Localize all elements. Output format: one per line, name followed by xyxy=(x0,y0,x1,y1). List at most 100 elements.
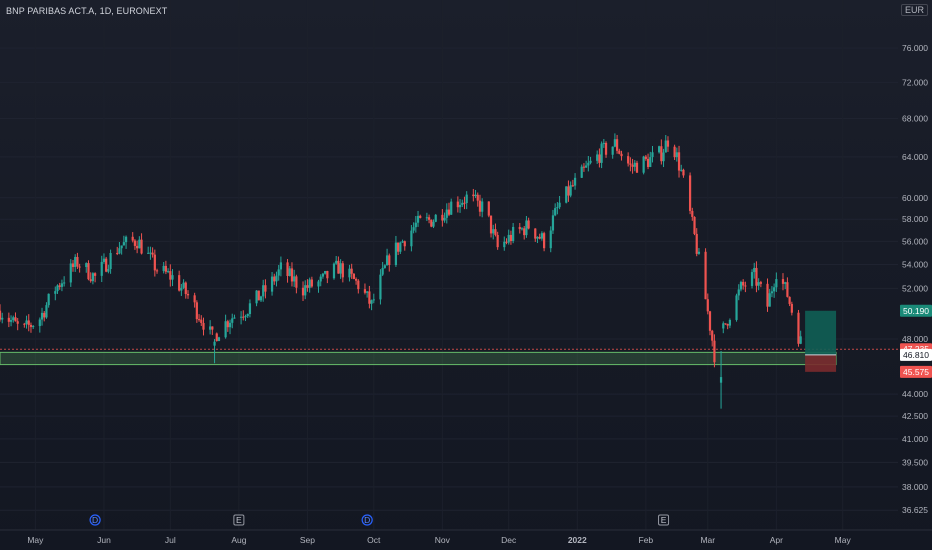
symbol-title[interactable]: BNP PARIBAS ACT.A, 1D, EURONEXT xyxy=(6,6,168,16)
candle-body xyxy=(509,234,513,241)
time-axis: May Jun Jul Aug Sep Oct Nov Dec 2022 Feb Mar Apr May xyxy=(27,535,851,545)
earnings-icon xyxy=(233,514,245,526)
candle-body xyxy=(58,285,61,287)
candle xyxy=(202,317,205,336)
candle-body xyxy=(379,274,382,300)
candle xyxy=(602,138,605,148)
candle xyxy=(38,317,41,333)
candle-body xyxy=(403,241,406,247)
candle xyxy=(797,309,800,347)
candle-body xyxy=(728,319,732,326)
candle xyxy=(213,339,216,364)
x-tick-label: Jun xyxy=(97,535,111,545)
candle-body xyxy=(540,233,544,239)
candle-body xyxy=(463,202,466,204)
candle-body xyxy=(719,377,723,383)
candle xyxy=(162,262,165,274)
candle-body xyxy=(711,330,714,341)
currency-label[interactable]: EUR xyxy=(900,4,928,16)
candle xyxy=(209,320,212,335)
candle-body xyxy=(7,317,10,322)
candle-body xyxy=(335,260,338,264)
candle xyxy=(781,273,785,291)
candle xyxy=(472,188,475,202)
candle xyxy=(775,272,778,292)
candle-body xyxy=(301,287,305,296)
candle xyxy=(458,198,462,213)
candle-body xyxy=(321,273,325,277)
candle-body xyxy=(600,143,603,163)
candle-body xyxy=(646,158,650,167)
candle xyxy=(304,280,307,300)
candle-body xyxy=(217,337,221,342)
candle xyxy=(370,299,373,311)
candle-body xyxy=(197,319,201,321)
candle-body xyxy=(737,289,740,296)
candle-body xyxy=(697,251,701,254)
candle xyxy=(476,192,479,207)
candle-body xyxy=(613,139,616,147)
candle xyxy=(89,272,92,283)
candle xyxy=(660,139,663,165)
candle-body xyxy=(54,291,57,294)
event-marker: D xyxy=(89,514,101,526)
candle xyxy=(633,159,636,172)
price-tag-label: 46.810 xyxy=(903,350,929,360)
candle xyxy=(567,180,570,202)
candle xyxy=(166,268,170,274)
candle-body xyxy=(631,164,634,167)
candle xyxy=(465,191,468,210)
candle-body xyxy=(688,175,692,211)
candle-body xyxy=(554,208,557,216)
candle-body xyxy=(348,268,351,278)
candle xyxy=(91,272,95,285)
grid-lines xyxy=(0,47,898,511)
candle xyxy=(133,239,137,250)
candle-body xyxy=(118,248,121,254)
candle xyxy=(726,323,729,330)
candle xyxy=(492,224,495,240)
price-tag: 45.575 xyxy=(900,365,932,378)
candle xyxy=(301,281,305,302)
candle xyxy=(615,134,619,154)
candle xyxy=(664,135,667,153)
candle xyxy=(759,280,762,288)
candle xyxy=(286,259,289,283)
candle xyxy=(348,264,351,282)
candle-body xyxy=(434,214,437,222)
candle-body xyxy=(248,303,252,315)
candle xyxy=(76,252,79,269)
candle xyxy=(587,155,590,172)
candle-body xyxy=(722,323,725,329)
candle xyxy=(224,314,227,339)
candle-body xyxy=(567,186,570,196)
candle xyxy=(742,279,745,290)
price-axis: 76.000 72.000 68.000 64.000 60.000 58.000 56.0… xyxy=(902,43,928,515)
candle-body xyxy=(536,236,539,239)
candle-body xyxy=(326,270,329,279)
candle xyxy=(288,265,291,277)
candle xyxy=(324,270,327,275)
candle-body xyxy=(587,162,590,166)
candle-body xyxy=(425,217,428,219)
candle-body xyxy=(706,299,709,312)
candle-body xyxy=(611,146,614,155)
x-tick-label: Aug xyxy=(231,535,246,545)
candle xyxy=(357,279,360,294)
event-marker: D xyxy=(361,514,373,526)
candle-body xyxy=(193,295,196,303)
candle-body xyxy=(615,139,619,151)
candle xyxy=(582,163,586,172)
x-tick-label: Mar xyxy=(700,535,715,545)
candle xyxy=(45,302,48,319)
candle-body xyxy=(394,242,398,266)
candle xyxy=(352,273,355,280)
candle-body xyxy=(416,215,420,223)
candle xyxy=(784,281,787,290)
candle-body xyxy=(432,221,435,227)
candle xyxy=(228,319,232,335)
candle xyxy=(403,240,406,251)
candle-body xyxy=(122,242,125,246)
